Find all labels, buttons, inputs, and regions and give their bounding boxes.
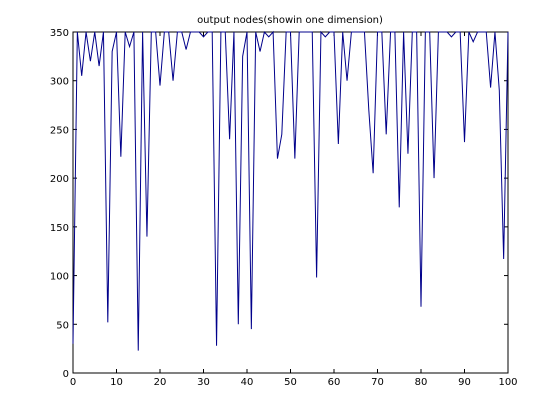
x-tick-label: 100 [498, 377, 517, 388]
x-tick-label: 0 [70, 377, 76, 388]
x-tick-labels: 0 10 20 30 40 50 60 70 80 90 100 [70, 377, 518, 388]
y-tick-label: 350 [50, 28, 69, 39]
plot-area [72, 31, 509, 374]
y-tick-label: 300 [50, 77, 69, 88]
chart-title: output nodes(showin one dimension) [197, 15, 383, 26]
x-tick-label: 40 [241, 377, 254, 388]
y-tick-labels: 0 50 100 150 200 250 300 350 [50, 28, 69, 380]
x-tick-label: 20 [154, 377, 167, 388]
x-tick-label: 10 [110, 377, 123, 388]
y-tick-label: 50 [56, 320, 69, 331]
x-tick-label: 80 [415, 377, 428, 388]
x-tick-label: 50 [284, 377, 297, 388]
series-line [72, 30, 509, 351]
y-tick-label: 150 [50, 223, 69, 234]
x-tick-label: 90 [458, 377, 471, 388]
y-tick-label: 0 [63, 369, 69, 380]
y-tick-label: 250 [50, 125, 69, 136]
y-tick-label: 100 [50, 272, 69, 283]
y-tick-label: 200 [50, 174, 69, 185]
x-tick-label: 60 [328, 377, 341, 388]
x-tick-label: 30 [197, 377, 210, 388]
x-tick-label: 70 [371, 377, 384, 388]
